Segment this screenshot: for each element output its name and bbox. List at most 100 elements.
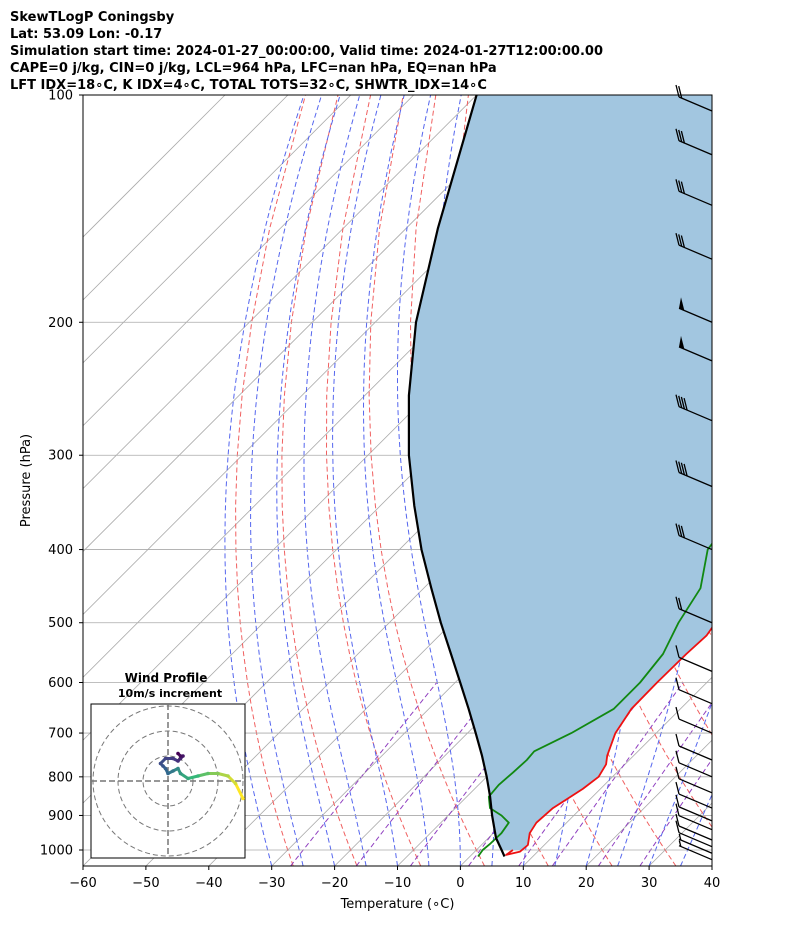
hodograph-point <box>158 761 163 766</box>
hodograph-point <box>216 771 220 776</box>
hodograph-point <box>241 796 245 801</box>
wind-barb <box>675 523 713 551</box>
wind-barb-staff <box>678 778 713 794</box>
hodograph-point <box>176 751 180 756</box>
mixing-ratio-line <box>597 701 712 866</box>
isotherm-line <box>83 95 477 490</box>
wind-barb-flag <box>675 820 680 833</box>
wind-barb-flag <box>675 750 680 763</box>
moist-adiabat-line <box>648 701 712 866</box>
hodograph-point <box>206 771 210 776</box>
moist-adiabat-line <box>711 864 712 866</box>
wind-barb-flag <box>683 463 688 477</box>
wind-barb <box>678 840 713 861</box>
y-tick-label: 200 <box>48 316 73 331</box>
hodograph-point <box>181 754 185 758</box>
x-tick-label: −50 <box>132 876 159 891</box>
isotherm-line <box>523 676 712 866</box>
cape-cin-shading <box>408 95 712 850</box>
x-tick-label: 10 <box>515 876 532 891</box>
wind-barb-staff <box>678 832 713 848</box>
wind-barb-staff <box>678 815 713 831</box>
wind-barb-staff <box>678 471 713 488</box>
wind-barb-flag <box>675 128 680 141</box>
dry-adiabat-line <box>368 95 485 866</box>
moist-adiabat-line <box>680 793 712 866</box>
mixing-ratio-line <box>639 758 712 866</box>
wind-barb <box>675 179 713 206</box>
moist-adiabat-line <box>332 95 398 866</box>
wind-barb-staff <box>678 608 713 624</box>
wind-barb-staff <box>678 406 713 422</box>
wind-barb <box>675 394 713 422</box>
moist-adiabat-line <box>617 95 702 866</box>
hodograph-point <box>178 754 183 758</box>
hodograph-point <box>171 756 175 761</box>
wind-barb <box>675 781 713 809</box>
isotherm-line <box>83 95 414 427</box>
moist-adiabat-line <box>276 95 341 866</box>
wind-barb <box>675 766 713 794</box>
moist-adiabat-line <box>250 95 323 866</box>
x-tick-label: −60 <box>69 876 96 891</box>
wind-barb-pennant <box>679 297 685 311</box>
wind-barb-flag <box>678 85 683 99</box>
hodograph-point <box>161 764 165 768</box>
hodograph-point <box>166 771 170 776</box>
wind-barb-flag <box>678 597 683 611</box>
wind-barb <box>675 813 713 841</box>
y-tick-label: 300 <box>48 449 73 464</box>
wind-barb <box>675 750 713 778</box>
wind-barb-flag <box>675 523 680 536</box>
wind-barb-staff <box>678 845 713 861</box>
dry-adiabat-line <box>281 95 358 866</box>
x-tick-label: 40 <box>704 876 721 891</box>
hodograph-point <box>163 756 168 761</box>
wind-barb-staff <box>678 140 713 156</box>
x-tick-label: −10 <box>384 876 411 891</box>
x-tick-label: 20 <box>578 876 595 891</box>
wind-barb-staff <box>678 96 713 112</box>
parcel-profile-line <box>407 95 506 857</box>
y-tick-label: 500 <box>48 616 73 631</box>
wind-barb-staff <box>678 534 713 551</box>
wind-barb-staff <box>678 793 713 809</box>
wind-barb-staff <box>678 656 713 672</box>
dry-adiabat-line <box>729 95 794 866</box>
x-tick-label: 30 <box>641 876 658 891</box>
wind-barb <box>675 803 713 831</box>
wind-barb-staff <box>678 806 713 822</box>
wind-barb <box>675 733 713 761</box>
wind-barb-staff <box>678 762 713 778</box>
x-tick-label: −20 <box>321 876 348 891</box>
wind-barb-half-flag <box>678 840 682 847</box>
hodograph-point <box>178 756 183 761</box>
y-axis-label: Pressure (hPa) <box>19 434 34 527</box>
hodograph-point <box>186 776 190 781</box>
stability-indices: CAPE=0 j/kg, CIN=0 j/kg, LCL=964 hPa, LF… <box>10 61 497 76</box>
wind-barb-flag <box>675 803 680 816</box>
moist-adiabat-line <box>224 95 305 866</box>
y-tick-label: 700 <box>48 727 73 742</box>
wind-barb-flag <box>680 235 686 248</box>
wind-barb-flag <box>675 179 680 192</box>
isotherm-line <box>334 488 712 866</box>
chart-title: SkewTLogP Coningsby <box>10 10 175 25</box>
wind-barb-staff <box>678 838 713 854</box>
mixing-ratio-line <box>551 682 684 866</box>
hodograph-point <box>163 766 168 771</box>
x-axis-label: Temperature (∘C) <box>340 897 455 912</box>
wind-barb-flag <box>675 460 680 473</box>
hodograph-point <box>171 769 175 773</box>
mixing-ratio-line <box>290 682 438 866</box>
wind-barb-flag <box>675 781 680 795</box>
wind-barb-half-flag <box>678 833 682 841</box>
wind-barb-staff <box>678 825 713 841</box>
wind-barb-flag <box>678 234 683 247</box>
wind-barb-flag <box>680 462 686 475</box>
y-tick-label: 100 <box>48 89 73 104</box>
wind-barb-flag <box>675 733 680 747</box>
wind-barb-flag <box>678 180 683 193</box>
isotherm-line <box>83 95 352 364</box>
